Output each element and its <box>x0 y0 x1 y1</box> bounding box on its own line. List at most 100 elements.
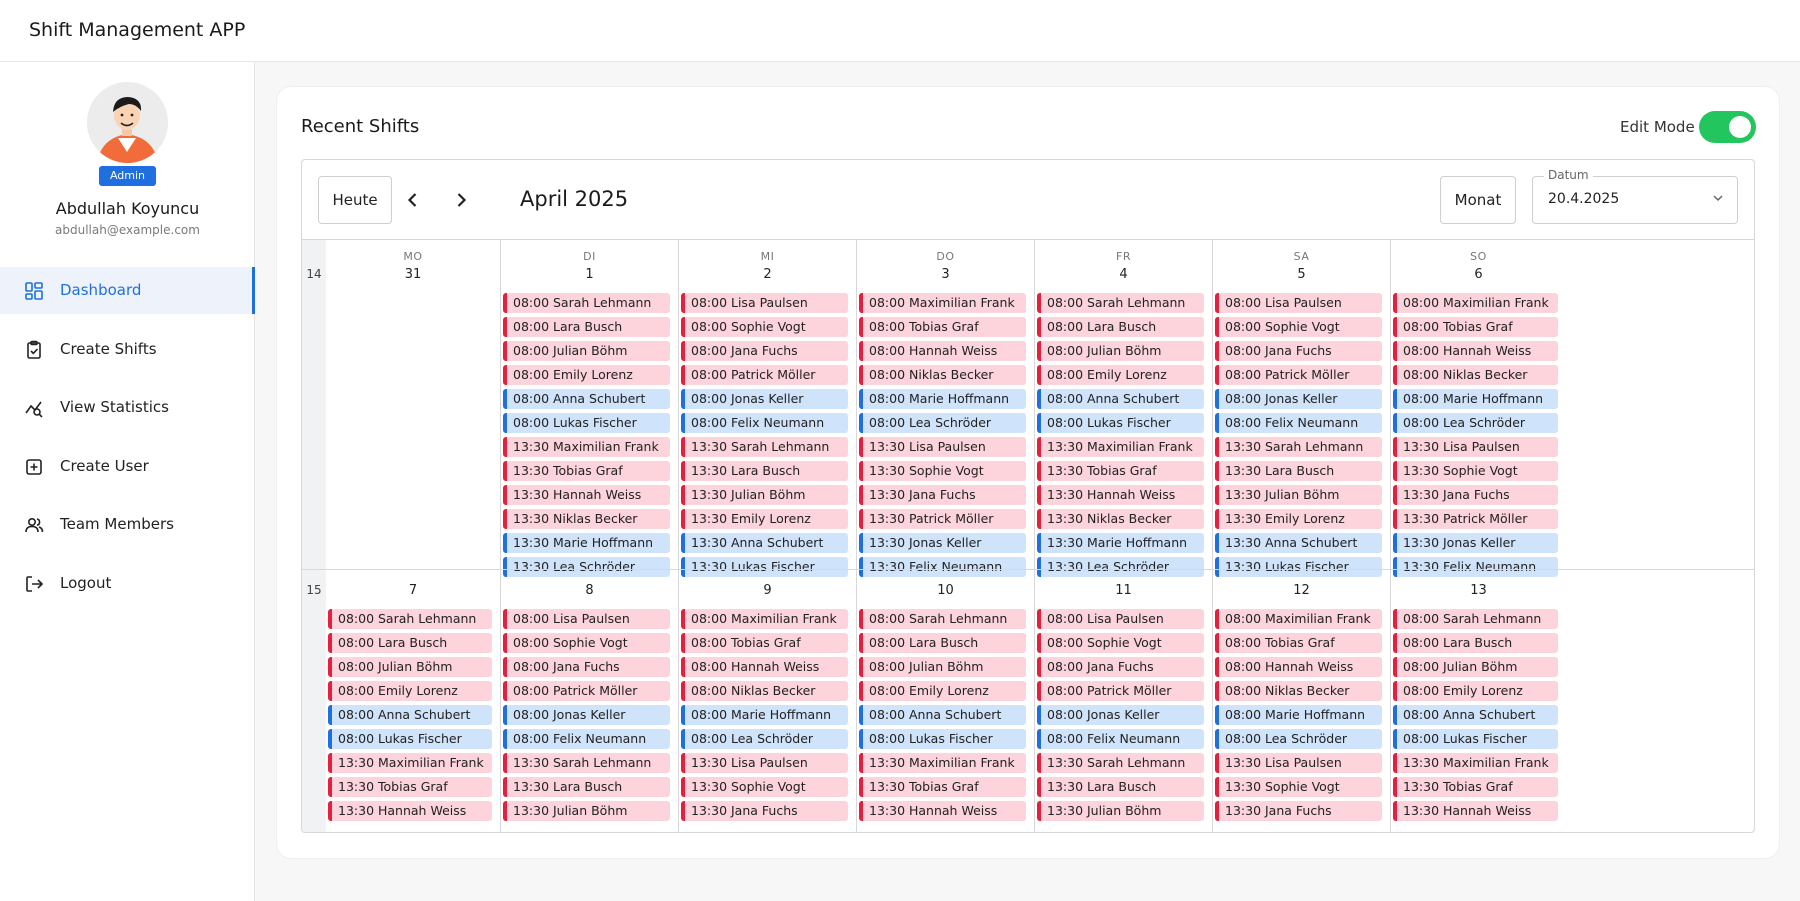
shift-event[interactable]: 08:00 Jonas Keller <box>681 389 848 409</box>
shift-event[interactable]: 13:30 Patrick Möller <box>859 509 1026 529</box>
shift-event[interactable]: 13:30 Tobias Graf <box>1037 461 1204 481</box>
shift-event[interactable]: 08:00 Felix Neumann <box>1037 729 1204 749</box>
shift-event[interactable]: 13:30 Emily Lorenz <box>681 509 848 529</box>
shift-event[interactable]: 13:30 Maximilian Frank <box>859 753 1026 773</box>
shift-event[interactable]: 13:30 Marie Hoffmann <box>1037 533 1204 553</box>
shift-event[interactable]: 13:30 Patrick Möller <box>1393 509 1558 529</box>
shift-event[interactable]: 08:00 Emily Lorenz <box>328 681 492 701</box>
shift-event[interactable]: 08:00 Sophie Vogt <box>1037 633 1204 653</box>
shift-event[interactable]: 13:30 Anna Schubert <box>681 533 848 553</box>
shift-event[interactable]: 08:00 Lea Schröder <box>1393 413 1558 433</box>
shift-event[interactable]: 08:00 Jana Fuchs <box>1037 657 1204 677</box>
calendar-day[interactable]: 8 08:00 Lisa Paulsen 08:00 Sophie Vogt 08:0… <box>500 570 678 832</box>
calendar-day[interactable]: MI 2 08:00 Lisa Paulsen 08:00 Sophie Vogt 08… <box>678 240 856 577</box>
calendar-day[interactable]: 10 08:00 Sarah Lehmann 08:00 Lara Busch 08:… <box>856 570 1034 832</box>
shift-event[interactable]: 13:30 Maximilian Frank <box>328 753 492 773</box>
shift-event[interactable]: 08:00 Tobias Graf <box>859 317 1026 337</box>
shift-event[interactable]: 13:30 Lara Busch <box>503 777 670 797</box>
shift-event[interactable]: 08:00 Marie Hoffmann <box>1215 705 1382 725</box>
shift-event[interactable]: 08:00 Julian Böhm <box>503 341 670 361</box>
shift-event[interactable]: 08:00 Sarah Lehmann <box>859 609 1026 629</box>
calendar-day[interactable]: DO 3 08:00 Maximilian Frank 08:00 Tobias Gr… <box>856 240 1034 577</box>
shift-event[interactable]: 08:00 Hannah Weiss <box>681 657 848 677</box>
date-select[interactable]: Datum 20.4.2025 <box>1532 168 1738 224</box>
shift-event[interactable]: 08:00 Jana Fuchs <box>503 657 670 677</box>
shift-event[interactable]: 08:00 Maximilian Frank <box>1393 293 1558 313</box>
shift-event[interactable]: 13:30 Hannah Weiss <box>503 485 670 505</box>
calendar-day[interactable]: MO 31 <box>326 240 500 569</box>
shift-event[interactable]: 13:30 Lea Schröder <box>1037 557 1204 577</box>
shift-event[interactable]: 08:00 Lea Schröder <box>681 729 848 749</box>
shift-event[interactable]: 13:30 Niklas Becker <box>1037 509 1204 529</box>
today-button[interactable]: Heute <box>318 176 392 224</box>
shift-event[interactable]: 13:30 Tobias Graf <box>503 461 670 481</box>
shift-event[interactable]: 08:00 Maximilian Frank <box>681 609 848 629</box>
shift-event[interactable]: 08:00 Jonas Keller <box>503 705 670 725</box>
shift-event[interactable]: 08:00 Hannah Weiss <box>859 341 1026 361</box>
shift-event[interactable]: 13:30 Hannah Weiss <box>328 801 492 821</box>
shift-event[interactable]: 08:00 Sarah Lehmann <box>1393 609 1558 629</box>
shift-event[interactable]: 13:30 Julian Böhm <box>503 801 670 821</box>
shift-event[interactable]: 08:00 Felix Neumann <box>503 729 670 749</box>
shift-event[interactable]: 08:00 Lisa Paulsen <box>1037 609 1204 629</box>
shift-event[interactable]: 08:00 Lukas Fischer <box>503 413 670 433</box>
calendar-day[interactable]: SA 5 08:00 Lisa Paulsen 08:00 Sophie Vogt 08… <box>1212 240 1390 577</box>
shift-event[interactable]: 13:30 Emily Lorenz <box>1215 509 1382 529</box>
shift-event[interactable]: 08:00 Julian Böhm <box>1393 657 1558 677</box>
shift-event[interactable]: 13:30 Lea Schröder <box>503 557 670 577</box>
shift-event[interactable]: 13:30 Sophie Vogt <box>859 461 1026 481</box>
shift-event[interactable]: 08:00 Tobias Graf <box>681 633 848 653</box>
shift-event[interactable]: 08:00 Hannah Weiss <box>1215 657 1382 677</box>
shift-event[interactable]: 08:00 Anna Schubert <box>859 705 1026 725</box>
calendar-day[interactable]: SO 6 08:00 Maximilian Frank 08:00 Tobias Gr… <box>1390 240 1566 577</box>
shift-event[interactable]: 08:00 Hannah Weiss <box>1393 341 1558 361</box>
edit-mode-toggle[interactable] <box>1699 111 1756 143</box>
shift-event[interactable]: 08:00 Lukas Fischer <box>1393 729 1558 749</box>
calendar-day[interactable]: 13 08:00 Sarah Lehmann 08:00 Lara Busch 08:… <box>1390 570 1566 832</box>
calendar-day[interactable]: 7 08:00 Sarah Lehmann 08:00 Lara Busch 08:0… <box>326 570 500 832</box>
shift-event[interactable]: 13:30 Anna Schubert <box>1215 533 1382 553</box>
shift-event[interactable]: 13:30 Lisa Paulsen <box>1393 437 1558 457</box>
shift-event[interactable]: 13:30 Sophie Vogt <box>1393 461 1558 481</box>
shift-event[interactable]: 08:00 Sophie Vogt <box>681 317 848 337</box>
shift-event[interactable]: 08:00 Lukas Fischer <box>859 729 1026 749</box>
sidebar-item-logout[interactable]: Logout <box>0 560 255 607</box>
shift-event[interactable]: 08:00 Lukas Fischer <box>1037 413 1204 433</box>
shift-event[interactable]: 08:00 Patrick Möller <box>1215 365 1382 385</box>
shift-event[interactable]: 08:00 Lea Schröder <box>1215 729 1382 749</box>
calendar-day[interactable]: 11 08:00 Lisa Paulsen 08:00 Sophie Vogt 08:… <box>1034 570 1212 832</box>
shift-event[interactable]: 13:30 Jana Fuchs <box>1215 801 1382 821</box>
shift-event[interactable]: 08:00 Maximilian Frank <box>1215 609 1382 629</box>
prev-month-button[interactable] <box>400 187 426 213</box>
sidebar-item-team-members[interactable]: Team Members <box>0 501 255 548</box>
shift-event[interactable]: 08:00 Niklas Becker <box>1215 681 1382 701</box>
shift-event[interactable]: 08:00 Tobias Graf <box>1215 633 1382 653</box>
shift-event[interactable]: 13:30 Hannah Weiss <box>859 801 1026 821</box>
shift-event[interactable]: 08:00 Anna Schubert <box>1037 389 1204 409</box>
calendar-day[interactable]: FR 4 08:00 Sarah Lehmann 08:00 Lara Busch 08… <box>1034 240 1212 577</box>
shift-event[interactable]: 13:30 Sophie Vogt <box>1215 777 1382 797</box>
shift-event[interactable]: 13:30 Lisa Paulsen <box>859 437 1026 457</box>
sidebar-item-dashboard[interactable]: Dashboard <box>0 267 255 314</box>
shift-event[interactable]: 13:30 Lara Busch <box>681 461 848 481</box>
shift-event[interactable]: 13:30 Maximilian Frank <box>1393 753 1558 773</box>
shift-event[interactable]: 13:30 Jana Fuchs <box>859 485 1026 505</box>
shift-event[interactable]: 13:30 Maximilian Frank <box>1037 437 1204 457</box>
shift-event[interactable]: 08:00 Sophie Vogt <box>1215 317 1382 337</box>
shift-event[interactable]: 13:30 Sarah Lehmann <box>681 437 848 457</box>
shift-event[interactable]: 08:00 Lara Busch <box>328 633 492 653</box>
shift-event[interactable]: 08:00 Felix Neumann <box>1215 413 1382 433</box>
calendar-day[interactable]: 12 08:00 Maximilian Frank 08:00 Tobias Gra… <box>1212 570 1390 832</box>
shift-event[interactable]: 08:00 Tobias Graf <box>1393 317 1558 337</box>
shift-event[interactable]: 13:30 Maximilian Frank <box>503 437 670 457</box>
shift-event[interactable]: 08:00 Marie Hoffmann <box>1393 389 1558 409</box>
calendar-day[interactable]: 9 08:00 Maximilian Frank 08:00 Tobias Graf… <box>678 570 856 832</box>
shift-event[interactable]: 08:00 Julian Böhm <box>328 657 492 677</box>
shift-event[interactable]: 08:00 Lara Busch <box>503 317 670 337</box>
shift-event[interactable]: 08:00 Jana Fuchs <box>681 341 848 361</box>
shift-event[interactable]: 08:00 Anna Schubert <box>1393 705 1558 725</box>
shift-event[interactable]: 13:30 Marie Hoffmann <box>503 533 670 553</box>
shift-event[interactable]: 08:00 Marie Hoffmann <box>681 705 848 725</box>
shift-event[interactable]: 08:00 Anna Schubert <box>503 389 670 409</box>
sidebar-item-create-shifts[interactable]: Create Shifts <box>0 326 255 373</box>
